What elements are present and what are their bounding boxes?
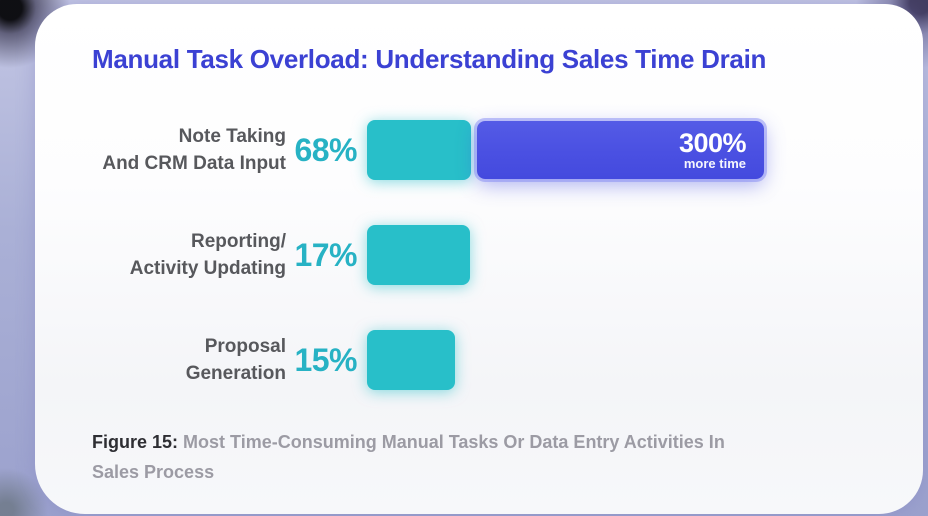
figure-caption-prefix: Figure 15:: [92, 432, 179, 452]
category-label: Note Taking And CRM Data Input: [35, 123, 286, 177]
bar-row-proposal: Proposal Generation 15%: [35, 328, 923, 392]
value-label: 68%: [294, 131, 357, 168]
chart-title: Manual Task Overload: Understanding Sale…: [92, 44, 767, 74]
category-label-line2: And CRM Data Input: [102, 153, 286, 174]
bar-segment-teal: [367, 330, 455, 390]
value-label: 15%: [294, 341, 357, 378]
category-label-line1: Note Taking: [178, 126, 286, 147]
category-label: Reporting/ Activity Updating: [35, 228, 286, 282]
bar-track: 300% more time: [367, 118, 923, 182]
bar-track: [367, 328, 923, 392]
bar-segment-teal: [367, 225, 470, 285]
category-label-line1: Proposal: [204, 336, 286, 357]
bar-row-reporting: Reporting/ Activity Updating 17%: [35, 223, 923, 287]
bar-row-note-taking: Note Taking And CRM Data Input 68% 300% …: [35, 118, 923, 182]
category-label-line2: Generation: [185, 363, 286, 384]
highlight-value: 300%: [678, 128, 747, 158]
bar-segment-teal: [367, 120, 471, 180]
chart-card: Manual Task Overload: Understanding Sale…: [35, 4, 923, 514]
figure-caption-text: Most Time-Consuming Manual Tasks Or Data…: [92, 432, 725, 482]
figure-caption: Figure 15: Most Time-Consuming Manual Ta…: [92, 427, 764, 487]
bar-track: [367, 223, 923, 287]
category-label-line1: Reporting/: [191, 231, 286, 252]
highlight-sublabel: more time: [683, 156, 746, 171]
bar-segment-highlight: 300% more time: [477, 121, 764, 179]
value-label: 17%: [294, 236, 357, 273]
category-label-line2: Activity Updating: [129, 258, 286, 279]
category-label: Proposal Generation: [35, 333, 286, 387]
